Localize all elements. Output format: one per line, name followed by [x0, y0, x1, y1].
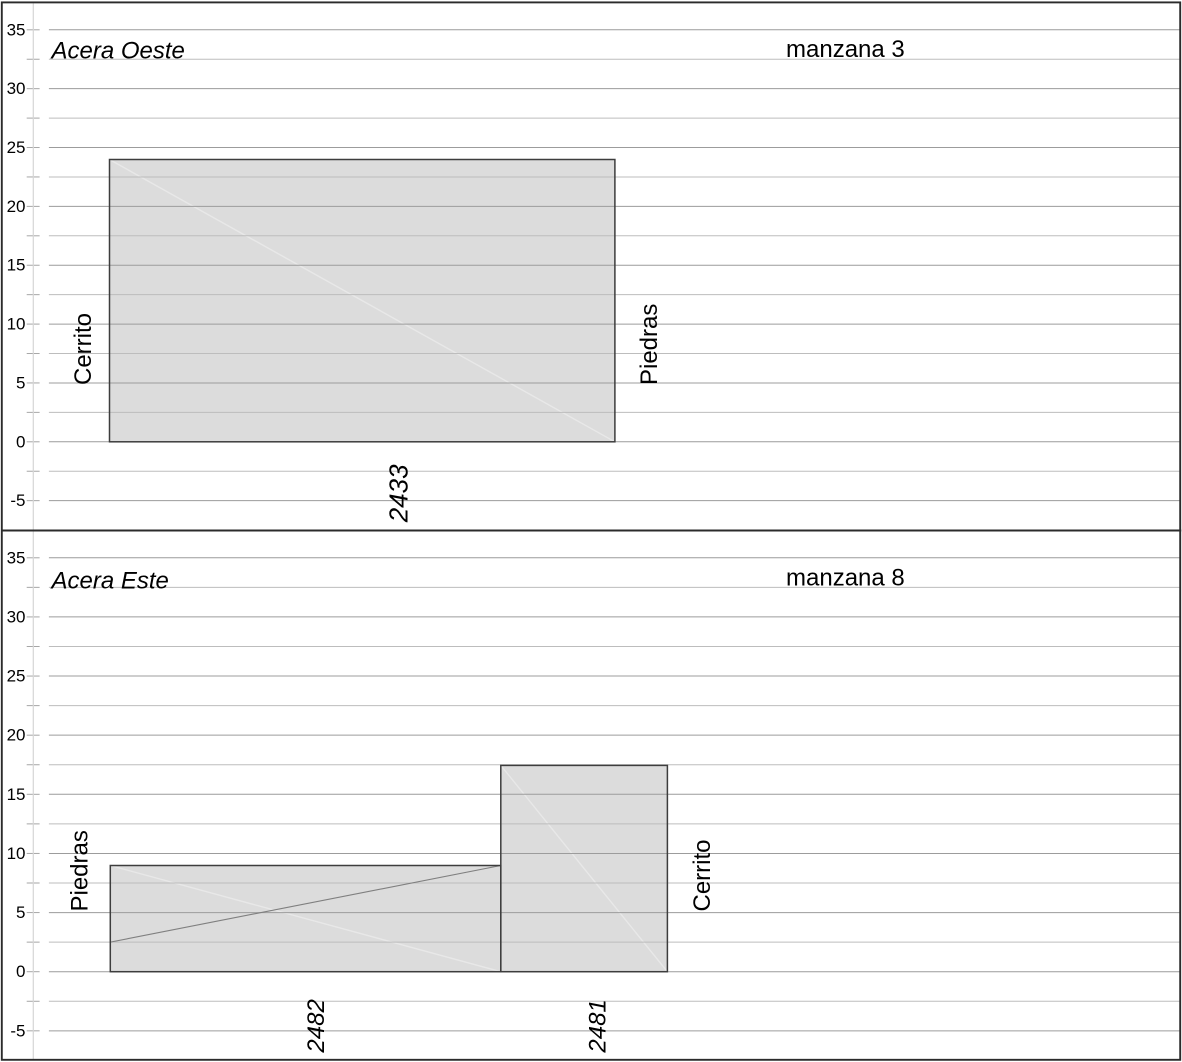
svg-text:0: 0	[16, 962, 25, 981]
svg-text:-5: -5	[10, 491, 25, 510]
svg-text:Piedras: Piedras	[636, 304, 663, 385]
svg-text:35: 35	[7, 548, 26, 567]
svg-text:2433: 2433	[383, 464, 413, 523]
svg-text:25: 25	[7, 138, 26, 157]
svg-text:Cerrito: Cerrito	[689, 839, 716, 911]
svg-text:Acera Oeste: Acera Oeste	[50, 38, 185, 65]
svg-text:5: 5	[16, 373, 25, 392]
svg-text:2481: 2481	[585, 999, 612, 1053]
svg-text:10: 10	[7, 315, 26, 334]
svg-text:20: 20	[7, 726, 26, 745]
svg-text:-5: -5	[10, 1021, 25, 1040]
svg-text:Piedras: Piedras	[66, 830, 93, 911]
svg-text:Cerrito: Cerrito	[70, 313, 97, 385]
svg-text:0: 0	[16, 432, 25, 451]
svg-text:35: 35	[7, 20, 26, 39]
svg-text:2482: 2482	[303, 999, 330, 1053]
svg-text:10: 10	[7, 844, 26, 863]
svg-text:25: 25	[7, 667, 26, 686]
svg-text:30: 30	[7, 607, 26, 626]
svg-text:manzana 8: manzana 8	[786, 565, 905, 592]
svg-text:5: 5	[16, 903, 25, 922]
svg-text:15: 15	[7, 256, 26, 275]
svg-text:15: 15	[7, 785, 26, 804]
svg-text:30: 30	[7, 79, 26, 98]
svg-text:20: 20	[7, 197, 26, 216]
svg-text:Acera Este: Acera Este	[50, 567, 169, 594]
svg-text:manzana 3: manzana 3	[786, 36, 905, 63]
